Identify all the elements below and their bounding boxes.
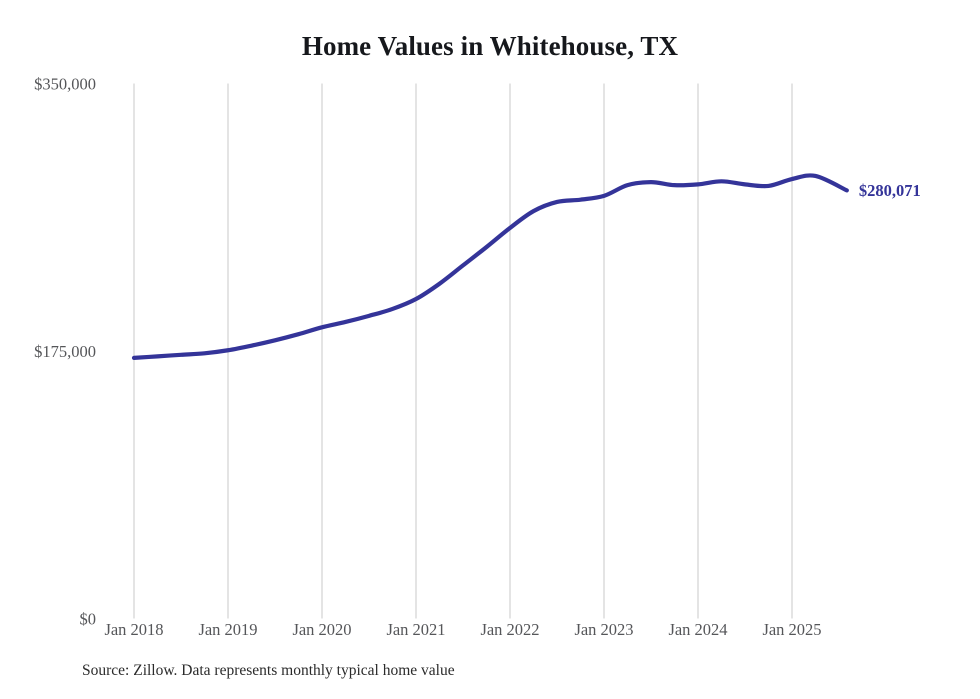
x-axis-tick-label: Jan 2022 xyxy=(480,620,539,639)
series-group xyxy=(131,173,849,360)
source-note: Source: Zillow. Data represents monthly … xyxy=(82,662,455,679)
series-line-typical-home-value xyxy=(131,173,849,360)
x-axis-tick-label: Jan 2024 xyxy=(668,620,727,639)
endpoint-value-label: $280,071 xyxy=(859,181,921,200)
x-axis-tick-label: Jan 2023 xyxy=(574,620,633,639)
x-axis-tick-label: Jan 2021 xyxy=(386,620,445,639)
endpoint-value-label-group: $280,071 xyxy=(859,181,921,200)
x-axis-tick-labels: Jan 2018 Jan 2019 Jan 2020 Jan 2021 Jan 2022… xyxy=(104,620,821,639)
y-axis-tick-label: $175,000 xyxy=(34,342,96,361)
y-axis-tick-labels: $350,000 $175,000 $0 xyxy=(34,75,96,629)
x-axis-tick-label: Jan 2025 xyxy=(762,620,821,639)
x-axis-tick-label: Jan 2019 xyxy=(198,620,257,639)
x-axis-tick-label: Jan 2018 xyxy=(104,620,163,639)
y-axis-tick-label: $350,000 xyxy=(34,75,96,94)
x-axis-tick-label: Jan 2020 xyxy=(292,620,351,639)
y-axis-tick-label: $0 xyxy=(80,610,97,629)
chart-title: Home Values in Whitehouse, TX xyxy=(301,31,679,61)
